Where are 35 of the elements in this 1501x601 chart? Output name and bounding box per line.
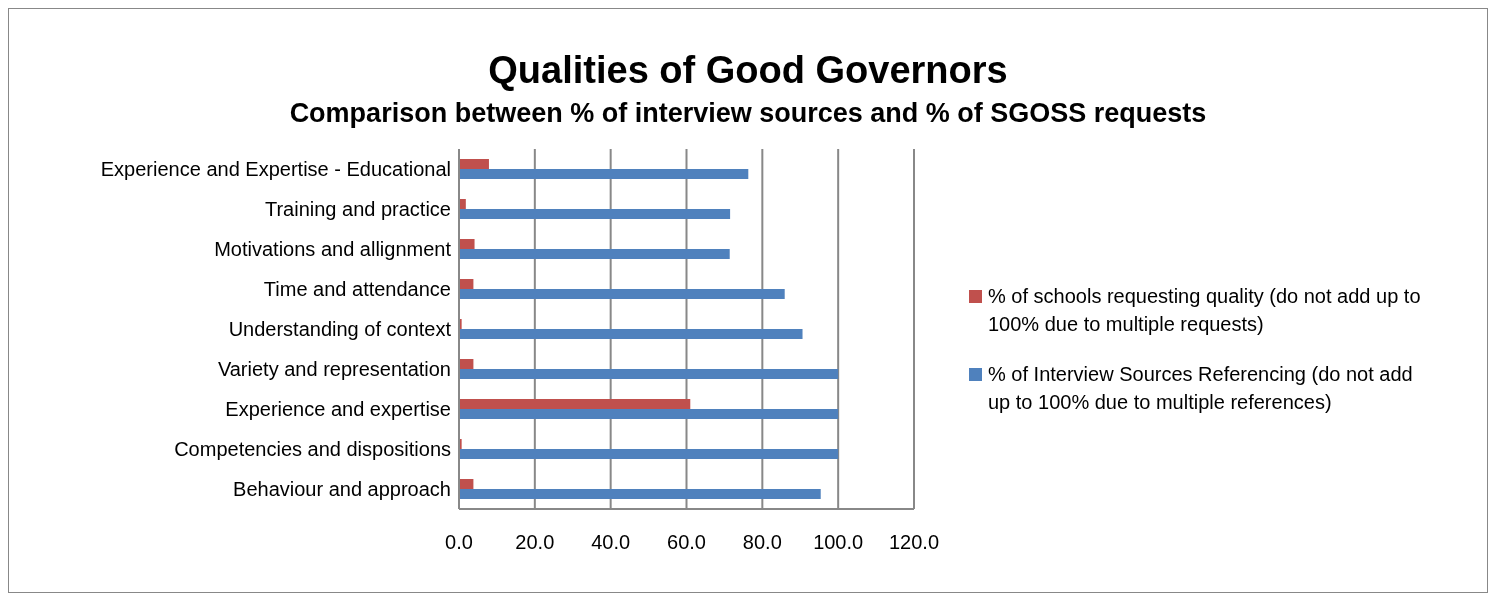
y-tick-label: Competencies and dispositions — [174, 438, 451, 461]
bar — [459, 449, 839, 459]
bar — [459, 409, 839, 419]
bar — [459, 249, 730, 259]
x-tick-label: 20.0 — [515, 531, 555, 554]
y-tick-label: Time and attendance — [263, 278, 451, 301]
y-tick-label: Behaviour and approach — [233, 478, 451, 501]
x-tick-label: 0.0 — [445, 531, 473, 554]
x-tick-label: 120.0 — [888, 531, 940, 554]
bar — [459, 239, 475, 249]
bar — [459, 399, 691, 409]
y-tick-label: Experience and Expertise - Educational — [100, 158, 451, 181]
x-tick-label: 60.0 — [667, 531, 706, 554]
bar — [459, 329, 803, 339]
x-tick-label: 80.0 — [742, 531, 782, 554]
bar — [459, 169, 749, 179]
chart-subtitle: Comparison between % of interview sources and % of SGOSS requests — [288, 98, 1208, 129]
y-tick-label: Understanding of context — [228, 318, 452, 341]
chart-title: Qualities of Good Governors — [487, 49, 1009, 92]
bar — [459, 489, 821, 499]
y-tick-label: Training and practice — [264, 198, 451, 221]
legend-label: % of Interview Sources Referencing (do not add up to 100% due to multiple references) — [988, 362, 1414, 415]
x-tick-label: 100.0 — [813, 531, 864, 554]
bar — [459, 479, 474, 489]
y-tick-label: Motivations and allignment — [214, 238, 452, 261]
bar — [459, 369, 839, 379]
bar — [459, 159, 489, 169]
bar — [459, 209, 731, 219]
legend-label: % of schools requesting quality (do not add up to 100% due to multiple requests) — [988, 284, 1422, 337]
bar — [459, 359, 474, 369]
x-tick-label: 40.0 — [591, 531, 631, 554]
y-tick-label: Experience and expertise — [225, 398, 451, 421]
y-tick-label: Variety and representation — [217, 358, 451, 381]
bar — [459, 289, 785, 299]
bar — [459, 279, 474, 289]
